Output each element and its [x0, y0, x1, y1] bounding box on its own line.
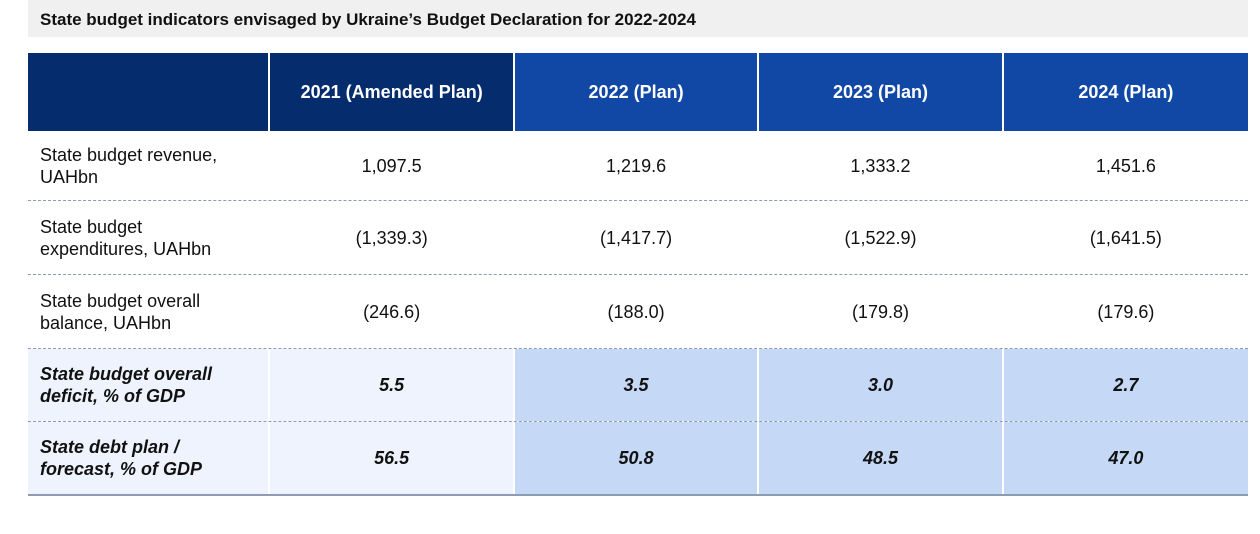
page-title: State budget indicators envisaged by Ukr…	[40, 10, 696, 29]
header-cell-2023: 2023 (Plan)	[759, 53, 1002, 131]
table-row-revenue: State budget revenue, UAHbn 1,097.5 1,219…	[28, 131, 1248, 201]
table-row-balance: State budget overall balance, UAHbn (246.…	[28, 275, 1248, 349]
row-label: State budget overall balance, UAHbn	[40, 290, 201, 333]
row-label: State budget expenditures, UAHbn	[40, 216, 212, 259]
table-cell: (188.0)	[607, 301, 665, 322]
table-cell: 2.7	[1003, 349, 1249, 421]
budget-table: 2021 (Amended Plan) 2022 (Plan) 2023 (Pl…	[28, 53, 1249, 496]
row-label: State budget overall deficit, % of GDP	[28, 349, 269, 421]
table-cell: (179.6)	[1097, 301, 1155, 322]
table-cell: 47.0	[1003, 422, 1249, 494]
row-label: State debt plan / forecast, % of GDP	[28, 422, 269, 494]
title-bar: State budget indicators envisaged by Ukr…	[28, 0, 1248, 37]
table-cell: 3.5	[514, 349, 758, 421]
table-cell: 50.8	[514, 422, 758, 494]
table-cell: (1,641.5)	[1089, 227, 1162, 248]
table-cell: 1,451.6	[1095, 155, 1156, 176]
table-row-debt: State debt plan / forecast, % of GDP 56.5…	[28, 422, 1249, 496]
table-cell: 3.0	[759, 349, 1002, 421]
header-cell-2021: 2021 (Amended Plan)	[270, 53, 513, 131]
header-cell-2024: 2024 (Plan)	[1003, 53, 1249, 131]
row-label: State budget revenue, UAHbn	[40, 144, 218, 187]
table-cell: (1,522.9)	[844, 227, 917, 248]
table-cell: (1,417.7)	[600, 227, 673, 248]
table-cell: 1,333.2	[850, 155, 911, 176]
table-cell: 48.5	[759, 422, 1002, 494]
table-cell: 5.5	[270, 349, 513, 421]
table-cell: 56.5	[270, 422, 513, 494]
header-cell-2022: 2022 (Plan)	[514, 53, 758, 131]
table-row-deficit: State budget overall deficit, % of GDP 5.…	[28, 349, 1249, 422]
table-cell: 1,219.6	[606, 155, 667, 176]
table-cell: (179.8)	[851, 301, 909, 322]
table-row-expenditures: State budget expenditures, UAHbn (1,339.3…	[28, 201, 1248, 275]
table-header-row: 2021 (Amended Plan) 2022 (Plan) 2023 (Pl…	[28, 53, 1249, 131]
table-cell: 1,097.5	[361, 155, 422, 176]
table-cell: (246.6)	[363, 301, 421, 322]
header-cell-empty	[28, 53, 269, 131]
table-cell: (1,339.3)	[355, 227, 428, 248]
